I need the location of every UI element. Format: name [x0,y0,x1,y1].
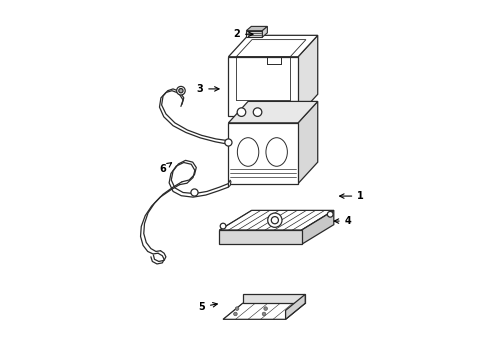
Text: 1: 1 [339,191,363,201]
Polygon shape [246,31,262,37]
Polygon shape [219,210,333,230]
Ellipse shape [265,138,287,166]
Polygon shape [298,102,317,184]
Circle shape [326,211,332,217]
Polygon shape [298,35,317,116]
Circle shape [267,213,282,227]
Polygon shape [228,102,317,123]
Circle shape [220,223,225,229]
Text: 2: 2 [233,29,252,39]
Text: 6: 6 [159,163,171,174]
Circle shape [176,86,185,95]
Polygon shape [228,123,298,184]
Polygon shape [242,294,305,303]
Circle shape [253,108,261,116]
Circle shape [237,108,245,116]
Circle shape [179,89,183,93]
Text: 3: 3 [196,84,219,94]
Circle shape [262,312,265,316]
Circle shape [190,189,198,196]
Polygon shape [223,303,305,319]
Polygon shape [219,230,301,244]
Polygon shape [262,26,267,37]
Ellipse shape [237,138,258,166]
Polygon shape [228,57,298,116]
Circle shape [264,307,267,310]
Polygon shape [228,180,230,187]
Text: 5: 5 [198,302,217,312]
Circle shape [235,307,238,310]
Circle shape [233,312,237,316]
Circle shape [224,139,231,146]
Text: 4: 4 [334,216,351,226]
Polygon shape [301,210,333,244]
Polygon shape [285,294,305,319]
Polygon shape [228,35,317,57]
Circle shape [271,217,278,224]
Polygon shape [246,26,267,31]
